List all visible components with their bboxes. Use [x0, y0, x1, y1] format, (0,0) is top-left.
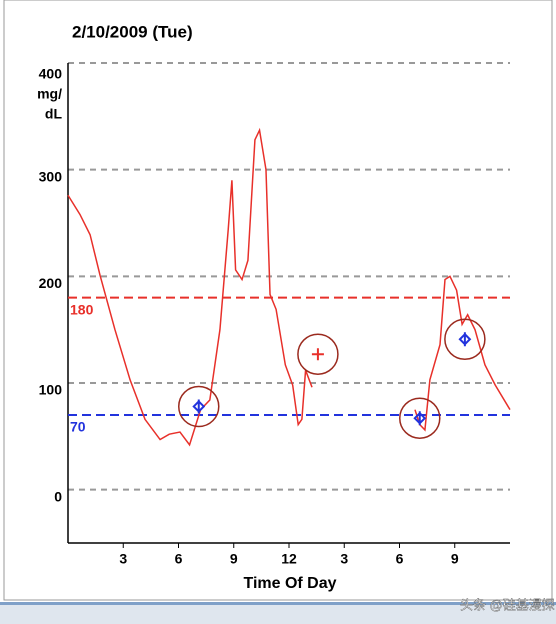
y-tick-label: 0: [54, 488, 62, 504]
chart-title: 2/10/2009 (Tue): [72, 22, 193, 41]
y-axis-label: mg/: [37, 86, 62, 102]
highlight-circle: [297, 333, 339, 375]
highlight-circle: [399, 397, 441, 439]
glucose-trace: [67, 127, 511, 447]
y-axis-label: dL: [45, 106, 63, 122]
marker: [413, 411, 427, 426]
x-tick-label: 3: [340, 551, 348, 567]
watermark: 头条 @硅基漫探: [460, 597, 555, 612]
x-tick-label: 6: [396, 551, 404, 567]
x-tick-label: 9: [230, 551, 238, 567]
frame: [3, 0, 553, 601]
y-tick-label: 100: [39, 382, 63, 398]
highlight-circle: [178, 385, 220, 428]
meter-reading: [311, 348, 324, 361]
highlight-circle: [444, 318, 486, 361]
marker: [458, 332, 472, 347]
y-tick-label: 300: [39, 168, 63, 184]
status-bar-edge: [0, 602, 556, 605]
x-tick-label: 3: [119, 551, 127, 567]
x-axis-label: Time Of Day: [243, 575, 336, 592]
y-tick-label: 400: [39, 66, 63, 82]
y-tick-label: 200: [39, 275, 63, 291]
marker: [192, 399, 206, 414]
threshold-label: 70: [70, 419, 86, 435]
x-tick-label: 9: [451, 551, 459, 567]
x-tick-label: 6: [175, 551, 183, 567]
threshold-label: 180: [70, 301, 94, 317]
x-tick-label: 12: [281, 551, 297, 567]
status-bar: [0, 602, 556, 624]
